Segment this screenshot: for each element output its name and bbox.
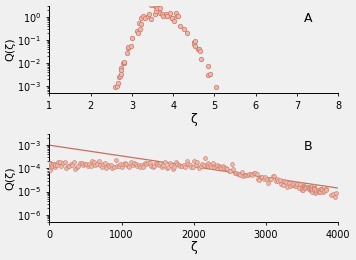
Text: A: A xyxy=(304,12,312,25)
Text: B: B xyxy=(304,140,312,153)
Y-axis label: Q(ζ): Q(ζ) xyxy=(6,166,16,190)
X-axis label: ζ: ζ xyxy=(190,113,197,126)
Y-axis label: Q(ζ): Q(ζ) xyxy=(6,37,16,61)
X-axis label: ζ: ζ xyxy=(190,242,197,255)
